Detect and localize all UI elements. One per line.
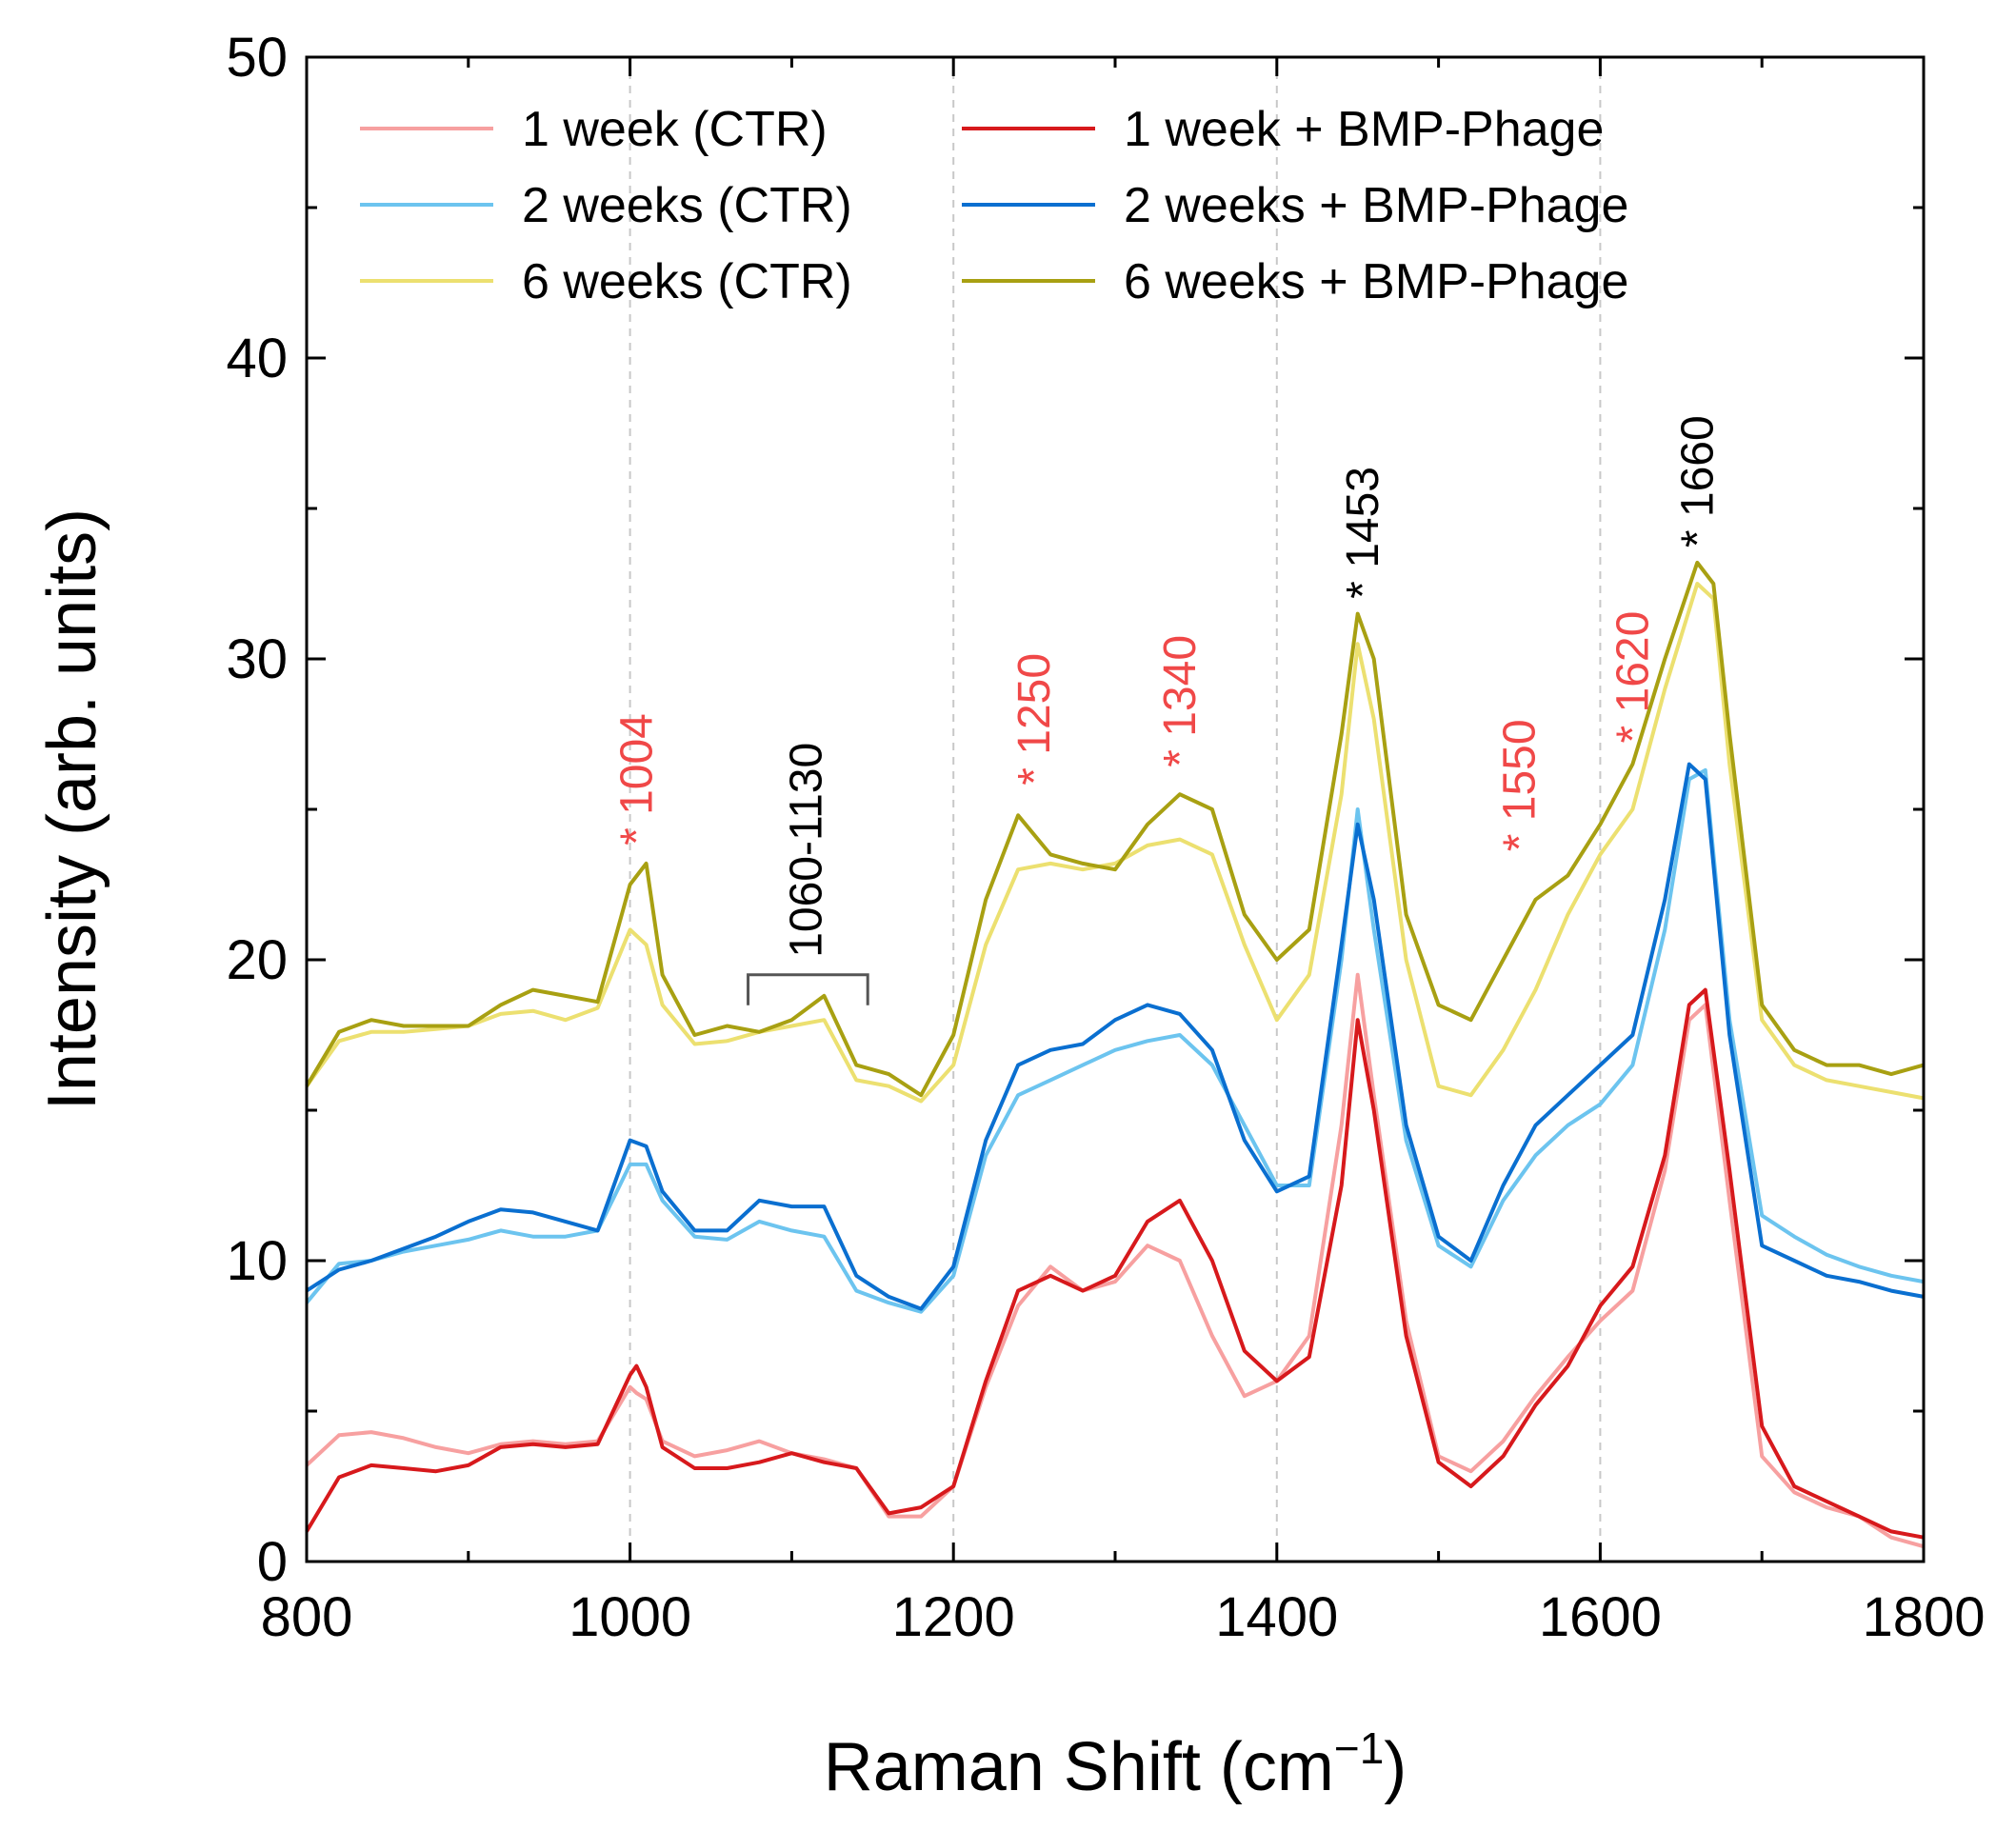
x-axis-title-superscript: −1 <box>1334 1723 1384 1773</box>
y-tick-label: 30 <box>226 628 288 690</box>
legend-label-4: 2 weeks + BMP-Phage <box>1124 178 1628 233</box>
legend-label-3: 2 weeks (CTR) <box>522 178 852 233</box>
bracket-label: 1060-1130 <box>781 743 831 958</box>
series-line-2 <box>305 987 1925 1540</box>
x-axis-title-main: Raman Shift (cm <box>824 1729 1334 1805</box>
x-tick-label: 1400 <box>1215 1586 1338 1648</box>
y-tick-label: 40 <box>226 328 288 389</box>
band-bracket: 1060-1130 <box>747 743 869 1005</box>
y-tick-label: 50 <box>226 27 288 89</box>
annotation-1340: * 1340 <box>1155 635 1206 767</box>
series-line-4 <box>305 762 1925 1311</box>
x-tick-label: 1200 <box>892 1586 1015 1648</box>
annotation-1250: * 1250 <box>1009 653 1060 786</box>
series-line-3 <box>305 767 1925 1314</box>
annotation-1550: * 1550 <box>1495 719 1546 851</box>
series-line-6 <box>305 560 1925 1098</box>
x-axis-title: Raman Shift (cm−1) <box>824 1723 1407 1805</box>
legend-label-5: 6 weeks (CTR) <box>522 254 852 309</box>
x-tick-label: 1600 <box>1539 1586 1662 1648</box>
annotation-1660: * 1660 <box>1672 415 1723 547</box>
series-lines <box>305 560 1925 1549</box>
series-line-5 <box>305 582 1925 1104</box>
legend-label-1: 1 week (CTR) <box>522 102 828 157</box>
legend-label-6: 6 weeks + BMP-Phage <box>1124 254 1628 309</box>
x-axis-ticks: 800 1000 1200 1400 1600 1800 <box>261 57 1986 1648</box>
peak-annotations: * 1004 * 1250 * 1340 * 1453 * 1550 * 1620 * 16… <box>611 415 1723 851</box>
x-tick-label: 800 <box>261 1586 353 1648</box>
annotation-1620: * 1620 <box>1607 611 1658 744</box>
annotation-1453: * 1453 <box>1338 467 1388 599</box>
bracket-line <box>747 973 869 1005</box>
y-axis-title: Intensity (arb. units) <box>34 508 110 1110</box>
y-tick-label: 20 <box>226 929 288 991</box>
y-axis-ticks: 0 10 20 30 40 50 <box>226 27 1924 1593</box>
y-tick-label: 10 <box>226 1230 288 1292</box>
annotation-1004: * 1004 <box>611 713 662 846</box>
x-tick-label: 1800 <box>1862 1586 1985 1648</box>
x-axis-title-suffix: ) <box>1384 1729 1407 1805</box>
legend: 1 week (CTR) 2 weeks (CTR) 6 weeks (CTR) 1 … <box>360 102 1628 309</box>
legend-label-2: 1 week + BMP-Phage <box>1124 102 1604 157</box>
x-tick-label: 1000 <box>569 1586 691 1648</box>
y-tick-label: 0 <box>257 1531 288 1593</box>
